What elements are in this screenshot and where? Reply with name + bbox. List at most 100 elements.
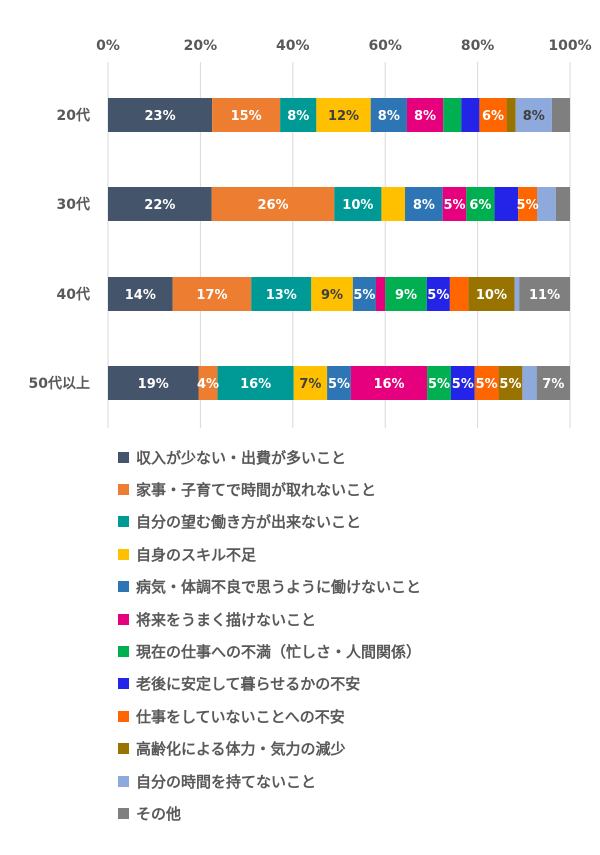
legend-label: 収入が少ない・出費が多いこと — [136, 448, 347, 467]
data-label: 15% — [231, 109, 262, 124]
legend-item: 老後に安定して暮らせるかの不安 — [118, 668, 421, 700]
legend-swatch — [118, 646, 129, 658]
bar-segment — [498, 366, 523, 400]
data-label: 16% — [240, 377, 271, 392]
x-tick-label: 60% — [368, 38, 402, 54]
bar-segment — [385, 277, 427, 311]
legend-swatch — [118, 710, 129, 722]
category-label: 30代 — [57, 196, 90, 213]
legend-label: 現在の仕事への不満（忙しさ・人間関係） — [136, 643, 422, 662]
legend-swatch — [118, 516, 129, 528]
bar-segment — [443, 98, 462, 132]
legend-label: 高齢化による体力・気力の減少 — [136, 740, 346, 759]
data-label: 5% — [427, 288, 449, 303]
bar-segment — [311, 277, 353, 311]
data-label: 26% — [257, 198, 288, 213]
legend-swatch — [118, 678, 129, 690]
data-label: 19% — [138, 377, 169, 392]
data-label: 10% — [476, 288, 507, 303]
legend-label: 自分の時間を持てないこと — [136, 772, 317, 791]
category-label: 20代 — [57, 107, 90, 124]
data-label: 17% — [196, 288, 227, 303]
legend-label: 自身のスキル不足 — [136, 545, 257, 564]
x-tick-label: 0% — [96, 38, 120, 54]
legend-swatch — [118, 451, 129, 463]
bar-segment — [461, 98, 480, 132]
bar-segment — [198, 366, 218, 400]
bar-segment — [468, 277, 515, 311]
data-label: 5% — [452, 377, 474, 392]
data-label: 8% — [523, 109, 545, 124]
bar-segment — [108, 187, 212, 221]
data-label: 5% — [517, 198, 539, 213]
data-label: 12% — [328, 109, 359, 124]
data-label: 6% — [482, 109, 504, 124]
legend-label: 自分の望む働き方が出来ないこと — [136, 513, 362, 532]
data-labels: 23% 15% 8% 12% 8% 8% 6% 8% 22% 26% 10% 8% 5% 6% 5% 14% 1… — [125, 109, 565, 392]
bar-segment — [108, 277, 173, 311]
legend-item: その他 — [118, 797, 421, 829]
bar-segment — [352, 277, 376, 311]
category-label: 50代以上 — [29, 375, 90, 392]
bar-segment — [536, 366, 570, 400]
bar-segment — [442, 187, 467, 221]
data-label: 8% — [287, 109, 309, 124]
bar-segment — [519, 277, 570, 311]
data-label: 5% — [428, 377, 450, 392]
bar-segment — [466, 187, 495, 221]
bar-segment — [426, 277, 450, 311]
bar-segment — [518, 187, 537, 221]
bar-segment — [316, 98, 371, 132]
legend-item: 自分の望む働き方が出来ないこと — [118, 506, 421, 538]
data-label: 22% — [144, 198, 175, 213]
bar-segment — [405, 187, 443, 221]
legend-swatch — [118, 743, 129, 755]
legend-swatch — [118, 484, 129, 496]
x-tick-label: 100% — [548, 38, 591, 54]
legend-label: 病気・体調不良で思うように働けないこと — [136, 578, 422, 597]
data-label: 6% — [469, 198, 491, 213]
bar-segment — [293, 366, 328, 400]
bar-segment — [217, 366, 294, 400]
bar-segment — [406, 98, 444, 132]
bar-segment — [350, 366, 428, 400]
data-label: 5% — [353, 288, 375, 303]
legend-item: 収入が少ない・出費が多いこと — [118, 441, 421, 473]
data-label: 8% — [414, 109, 436, 124]
legend-label: 将来をうまく描けないこと — [136, 610, 317, 629]
data-label: 9% — [321, 288, 343, 303]
bar-segment — [522, 366, 537, 400]
x-tick-label: 20% — [184, 38, 218, 54]
bar-segment — [212, 98, 281, 132]
bar-segment — [537, 187, 556, 221]
legend-swatch — [118, 775, 129, 787]
bar-segment — [506, 98, 516, 132]
data-label: 4% — [197, 377, 219, 392]
bar-segment — [450, 366, 475, 400]
data-label: 8% — [378, 109, 400, 124]
bar-segment — [494, 187, 519, 221]
bar-segment — [479, 98, 507, 132]
data-label: 16% — [373, 377, 404, 392]
data-label: 13% — [266, 288, 297, 303]
data-label: 9% — [395, 288, 417, 303]
legend-item: 仕事をしていないことへの不安 — [118, 700, 421, 732]
x-axis-ticks: 0% 20% 40% 60% 80% 100% — [96, 38, 592, 54]
data-label: 5% — [476, 377, 498, 392]
bar-segment — [555, 187, 570, 221]
legend-swatch — [118, 613, 129, 625]
legend-item: 家事・子育てで時間が取れないこと — [118, 473, 421, 505]
bar-segment — [108, 366, 199, 400]
bar-segment — [515, 98, 552, 132]
legend-item: 自分の時間を持てないこと — [118, 765, 421, 797]
legend-label: 仕事をしていないことへの不安 — [136, 707, 345, 726]
bar-segment — [334, 187, 382, 221]
category-labels: 20代 30代 40代 50代以上 — [29, 107, 90, 392]
data-label: 5% — [443, 198, 465, 213]
legend-label: 家事・子育てで時間が取れないこと — [136, 481, 377, 500]
bars — [108, 98, 570, 400]
legend-swatch — [118, 581, 129, 593]
legend-label: 老後に安定して暮らせるかの不安 — [136, 675, 361, 694]
x-tick-label: 80% — [461, 38, 495, 54]
data-label: 10% — [342, 198, 373, 213]
